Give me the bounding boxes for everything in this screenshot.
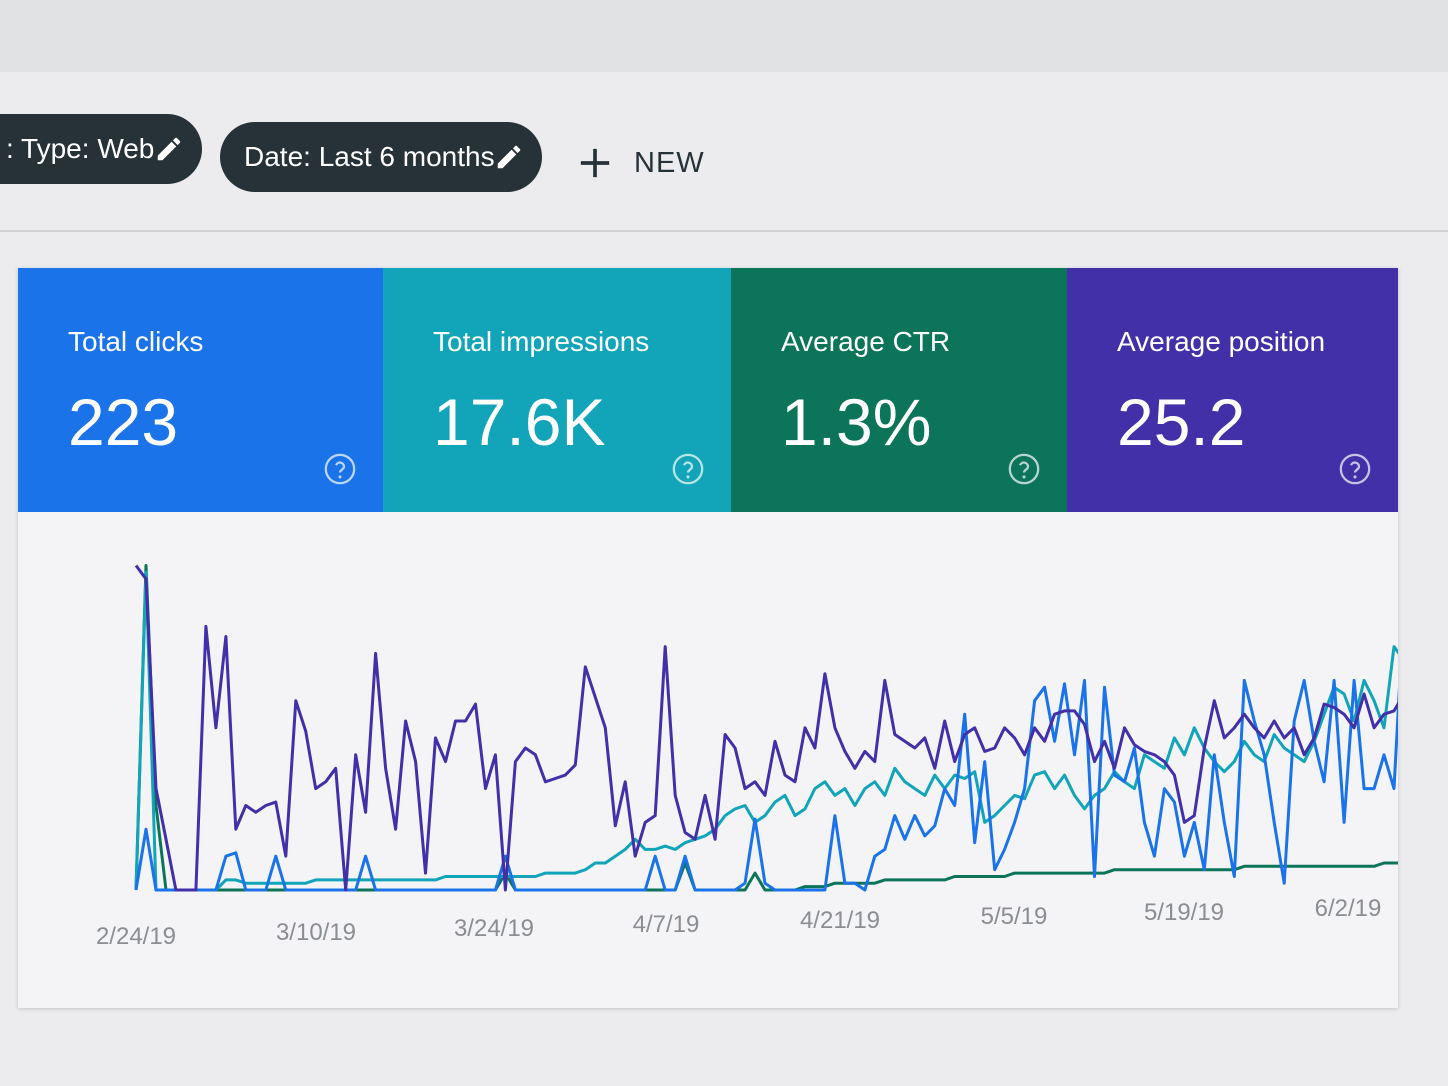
performance-card: Total clicks 223 Total impressions 17.6K…: [18, 268, 1398, 1008]
pencil-icon[interactable]: [154, 134, 184, 164]
metric-label: Average position: [1117, 326, 1326, 357]
new-filter-label: NEW: [634, 146, 705, 179]
series-line-1: [134, 678, 1398, 892]
filter-bar: : Type: Web Date: Last 6 months NEW: [0, 108, 1448, 218]
x-tick-label: 5/19/19: [1144, 899, 1224, 926]
metric-label: Total impressions: [433, 326, 650, 357]
x-tick-label: 6/2/19: [1315, 895, 1382, 922]
help-circle-icon[interactable]: [323, 452, 357, 486]
performance-chart-svg: 2/24/19 3/10/19 3/24/19 4/7/19 4/21/19 5/5/19…: [96, 564, 1398, 950]
plus-icon: [580, 148, 610, 178]
x-tick-label: 3/24/19: [454, 915, 534, 942]
metric-value: 17.6K: [433, 385, 606, 459]
type-filter-chip[interactable]: : Type: Web: [0, 114, 202, 184]
metric-tile-total-impressions[interactable]: Total impressions 17.6K: [383, 268, 731, 512]
type-filter-label: : Type: Web: [6, 133, 155, 164]
metric-tile-total-clicks[interactable]: Total clicks 223: [18, 268, 383, 512]
help-circle-icon[interactable]: [1007, 452, 1041, 486]
x-tick-label: 3/10/19: [276, 919, 356, 946]
pencil-icon[interactable]: [494, 142, 524, 172]
metric-label: Total clicks: [68, 326, 204, 357]
performance-chart: 2/24/19 3/10/19 3/24/19 4/7/19 4/21/19 5/5/19…: [18, 512, 1398, 1008]
metric-value: 223: [68, 385, 179, 459]
x-tick-label: 4/7/19: [633, 911, 700, 938]
filter-divider: [0, 230, 1448, 232]
metric-tile-average-ctr[interactable]: Average CTR 1.3%: [731, 268, 1067, 512]
help-circle-icon[interactable]: [1338, 452, 1372, 486]
metric-tile-average-position[interactable]: Average position 25.2: [1067, 268, 1398, 512]
metric-label: Average CTR: [781, 326, 951, 357]
metric-tiles: Total clicks 223 Total impressions 17.6K…: [18, 268, 1398, 512]
x-tick-label: 2/24/19: [96, 923, 176, 950]
metric-value: 1.3%: [781, 385, 932, 459]
screen-bezel-top: [0, 0, 1448, 72]
series-lines: [134, 564, 1398, 892]
x-axis-tick-labels: 2/24/19 3/10/19 3/24/19 4/7/19 4/21/19 5/5/19…: [96, 895, 1381, 950]
series-line-0: [134, 564, 1398, 892]
series-line-2: [134, 570, 1398, 892]
date-filter-label: Date: Last 6 months: [244, 141, 495, 172]
new-filter-button[interactable]: NEW: [578, 138, 705, 188]
x-tick-label: 5/5/19: [981, 903, 1048, 930]
date-filter-chip[interactable]: Date: Last 6 months: [220, 122, 542, 192]
help-circle-icon[interactable]: [671, 452, 705, 486]
x-tick-label: 4/21/19: [800, 907, 880, 934]
metric-value: 25.2: [1117, 385, 1246, 459]
